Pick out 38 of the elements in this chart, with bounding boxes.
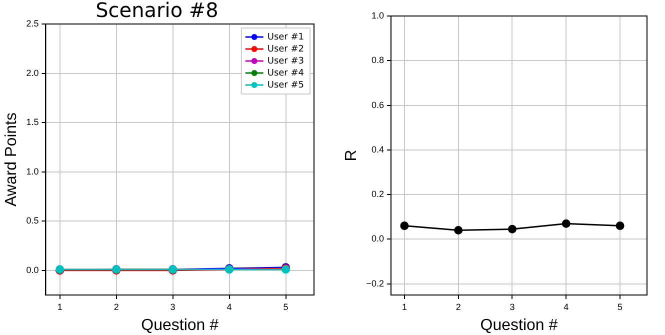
x-tick-label: 3 bbox=[510, 302, 515, 312]
legend-label: User #2 bbox=[267, 44, 304, 54]
point bbox=[616, 222, 624, 230]
point bbox=[508, 224, 516, 234]
x-tick-label: 5 bbox=[618, 302, 623, 312]
legend-label: User #3 bbox=[267, 56, 304, 66]
y-axis-title: Award Points bbox=[3, 112, 20, 206]
y-tick-label: 0.8 bbox=[371, 55, 384, 66]
x-tick-label: 3 bbox=[170, 302, 176, 312]
y-tick-label: 0.4 bbox=[371, 144, 384, 154]
x-tick-label: 5 bbox=[283, 302, 288, 312]
x-tick-label: 1 bbox=[402, 302, 407, 312]
legend-label: User #1 bbox=[267, 32, 304, 42]
x-axis-title: Question # bbox=[141, 316, 219, 334]
x-tick-label: 2 bbox=[114, 302, 119, 312]
point bbox=[400, 222, 409, 230]
y-tick-label: 1.0 bbox=[371, 10, 384, 20]
y-tick-label: −0.2 bbox=[366, 278, 384, 288]
x-tick-label: 2 bbox=[456, 302, 461, 312]
x-tick-label: 1 bbox=[57, 302, 62, 312]
y-tick-label: 0.2 bbox=[371, 189, 384, 200]
y-tick-label: 0.0 bbox=[26, 264, 39, 275]
chart-title: Scenario #8 bbox=[96, 0, 218, 22]
legend-label: User #4 bbox=[267, 68, 304, 78]
y-tick-label: 1.5 bbox=[26, 117, 39, 128]
y-tick-label: 1.0 bbox=[26, 166, 39, 176]
legend-label: User #5 bbox=[267, 80, 304, 90]
point bbox=[562, 219, 570, 228]
x-axis-title: Question # bbox=[480, 316, 558, 334]
y-tick-label: 0.5 bbox=[26, 216, 39, 226]
x-tick-label: 4 bbox=[226, 302, 232, 312]
x-tick-label: 4 bbox=[564, 302, 569, 312]
y-axis-title: R bbox=[343, 150, 360, 162]
y-tick-label: 2.0 bbox=[26, 68, 39, 78]
point bbox=[454, 226, 463, 235]
y-tick-label: 2.5 bbox=[26, 18, 39, 28]
y-tick-label: 0.0 bbox=[371, 234, 384, 244]
y-tick-label: 0.6 bbox=[371, 100, 384, 110]
